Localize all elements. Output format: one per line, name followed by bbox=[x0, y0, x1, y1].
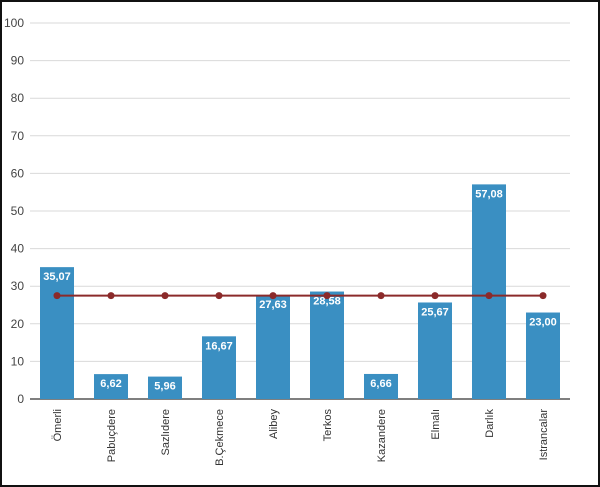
bar bbox=[526, 312, 560, 399]
y-axis-ticks: 0 10 20 30 40 50 60 70 80 90 100 bbox=[4, 16, 24, 406]
bar bbox=[40, 267, 74, 399]
line-point bbox=[269, 292, 277, 300]
bar bbox=[418, 302, 452, 399]
x-tick-label: Istrancalar bbox=[538, 409, 550, 461]
line-point bbox=[431, 292, 439, 300]
x-tick-label: Elmalı bbox=[430, 409, 442, 440]
y-tick-label: 20 bbox=[11, 317, 25, 331]
y-tick-label: 60 bbox=[11, 166, 25, 180]
y-tick-label: 70 bbox=[11, 129, 25, 143]
line-point bbox=[485, 292, 493, 300]
x-tick-label: Pabuçdere bbox=[106, 409, 118, 462]
x-tick-label: Terkos bbox=[322, 409, 334, 442]
data-label: 25,67 bbox=[421, 306, 449, 318]
line-point bbox=[215, 292, 223, 300]
x-tick-label: B.Çekmece bbox=[214, 409, 226, 466]
line-point bbox=[161, 292, 169, 300]
y-tick-label: 80 bbox=[11, 91, 25, 105]
line-point bbox=[323, 292, 331, 300]
x-tick-label: Kazandere bbox=[376, 409, 388, 462]
bar bbox=[202, 336, 236, 399]
line-point bbox=[377, 292, 385, 300]
y-tick-label: 30 bbox=[11, 279, 25, 293]
data-label: 6,66 bbox=[370, 378, 391, 390]
bar bbox=[148, 376, 182, 399]
y-tick-label: 40 bbox=[11, 242, 25, 256]
data-label: 27,63 bbox=[259, 299, 287, 311]
data-label: 28,58 bbox=[313, 296, 341, 308]
bar bbox=[310, 291, 344, 399]
x-axis-ticks: Ömerli Pabuçdere Sazlıdere B.Çekmece Alibey T… bbox=[52, 409, 550, 466]
data-label: 57,08 bbox=[475, 188, 503, 200]
bar bbox=[364, 373, 398, 399]
data-label: 35,07 bbox=[43, 271, 71, 283]
line-point bbox=[539, 292, 547, 300]
line-point bbox=[107, 292, 115, 300]
y-tick-label: 100 bbox=[4, 16, 24, 30]
x-tick-label: Darlık bbox=[484, 409, 496, 438]
x-tick-label: Sazlıdere bbox=[160, 409, 172, 455]
line-point bbox=[53, 292, 61, 300]
data-label: 6,62 bbox=[100, 378, 121, 390]
y-tick-label: 50 bbox=[11, 204, 25, 218]
data-labels: 35,07 6,62 5,96 16,67 27,63 28,58 6,66 25,67 57,… bbox=[43, 188, 557, 392]
bar bbox=[472, 184, 506, 399]
x-tick-label: Ömerli bbox=[52, 409, 64, 441]
y-tick-label: 90 bbox=[11, 54, 25, 68]
average-line bbox=[53, 292, 547, 300]
bar bbox=[94, 374, 128, 399]
y-tick-label: 0 bbox=[17, 392, 24, 406]
bar bbox=[256, 295, 290, 399]
bars bbox=[40, 184, 560, 399]
data-label: 5,96 bbox=[154, 381, 175, 393]
data-label: 16,67 bbox=[205, 340, 233, 352]
x-tick-label: Alibey bbox=[268, 409, 280, 439]
data-label: 23,00 bbox=[529, 317, 557, 329]
y-tick-label: 10 bbox=[11, 354, 25, 368]
